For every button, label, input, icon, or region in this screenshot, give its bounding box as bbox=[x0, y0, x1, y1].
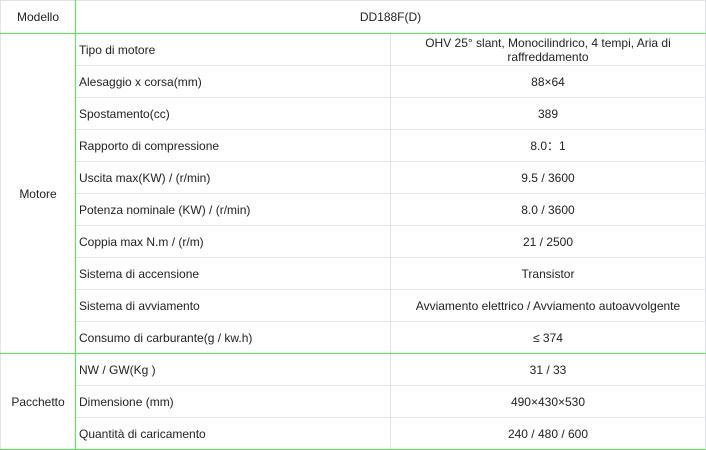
spec-label: Sistema di accensione bbox=[75, 257, 391, 290]
spec-value: 490×430×530 bbox=[390, 385, 706, 418]
spec-label: Potenza nominale (KW) / (r/min) bbox=[75, 193, 391, 226]
spec-label: Alesaggio x corsa(mm) bbox=[75, 65, 391, 98]
table-row: Quantità di caricamento 240 / 480 / 600 bbox=[1, 417, 706, 450]
spec-label: Uscita max(KW) / (r/min) bbox=[75, 161, 391, 194]
table-row: Rapporto di compressione 8.0：1 bbox=[1, 129, 706, 162]
table-row: Alesaggio x corsa(mm) 88×64 bbox=[1, 65, 706, 98]
spec-label: NW / GW(Kg ) bbox=[75, 353, 391, 386]
spec-value: ≤ 374 bbox=[390, 321, 706, 354]
model-label: Modello bbox=[0, 0, 76, 34]
model-value: DD188F(D) bbox=[75, 0, 706, 34]
spec-value: OHV 25° slant, Monocilindrico, 4 tempi, … bbox=[390, 33, 706, 66]
spec-label: Coppia max N.m / (r/m) bbox=[75, 225, 391, 258]
spec-value: Transistor bbox=[390, 257, 706, 290]
table-row: Pacchetto NW / GW(Kg ) 31 / 33 bbox=[0, 353, 706, 450]
spec-value: 21 / 2500 bbox=[390, 225, 706, 258]
table-row: Spostamento(cc) 389 bbox=[1, 97, 706, 130]
spec-value: 240 / 480 / 600 bbox=[390, 417, 706, 450]
spec-label: Dimensione (mm) bbox=[75, 385, 391, 418]
table-row: Motore Tipo di motore OHV 25° slant, Monoc… bbox=[0, 33, 706, 354]
group-label: Motore bbox=[0, 33, 76, 354]
group-label: Pacchetto bbox=[0, 353, 76, 450]
spec-value: 8.0：1 bbox=[390, 129, 706, 162]
spec-label: Consumo di carburante(g / kw.h) bbox=[75, 321, 391, 354]
spec-value: 31 / 33 bbox=[390, 353, 706, 386]
spec-value: 88×64 bbox=[390, 65, 706, 98]
table-row: Sistema di avviamento Avviamento elettric… bbox=[1, 289, 706, 322]
table-row: Potenza nominale (KW) / (r/min) 8.0 / 360… bbox=[1, 193, 706, 226]
table-row: Coppia max N.m / (r/m) 21 / 2500 bbox=[1, 225, 706, 258]
spec-label: Tipo di motore bbox=[75, 33, 391, 66]
spec-value: 8.0 / 3600 bbox=[390, 193, 706, 226]
table-row: Dimensione (mm) 490×430×530 bbox=[1, 385, 706, 418]
spec-value: 389 bbox=[390, 97, 706, 130]
spec-label: Spostamento(cc) bbox=[75, 97, 391, 130]
header-row: Modello DD188F(D) bbox=[0, 0, 706, 34]
spec-value: 9.5 / 3600 bbox=[390, 161, 706, 194]
spec-label: Quantità di caricamento bbox=[75, 417, 391, 450]
table-row: Sistema di accensione Transistor bbox=[1, 257, 706, 290]
spec-label: Rapporto di compressione bbox=[75, 129, 391, 162]
table-row: Uscita max(KW) / (r/min) 9.5 / 3600 bbox=[1, 161, 706, 194]
table-row: Consumo di carburante(g / kw.h) ≤ 374 bbox=[1, 321, 706, 354]
spec-value: Avviamento elettrico / Avviamento autoav… bbox=[390, 289, 706, 322]
spec-label: Sistema di avviamento bbox=[75, 289, 391, 322]
